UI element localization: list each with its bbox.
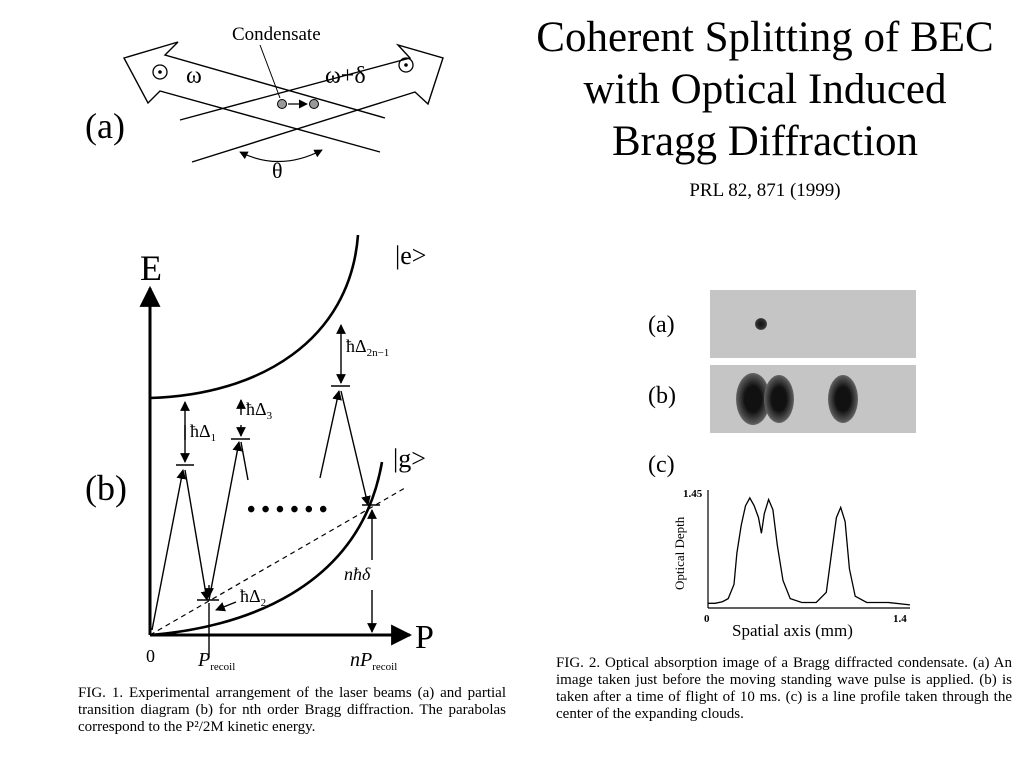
absorption-image-a xyxy=(710,290,916,358)
xtick-right: 1.4 xyxy=(893,613,907,625)
slide-title: Coherent Splitting of BEC with Optical I… xyxy=(505,12,1024,168)
ytick-top: 1.45 xyxy=(683,488,703,500)
fig2-label-c: (c) xyxy=(648,452,675,478)
cloud-2 xyxy=(764,375,794,423)
fig2-caption: FIG. 2. Optical absorption image of a Br… xyxy=(556,655,1012,722)
xlabel: Spatial axis (mm) xyxy=(732,621,853,640)
ylabel: Optical Depth xyxy=(672,516,687,590)
cloud-3 xyxy=(828,375,858,423)
reference-citation: PRL 82, 871 (1999) xyxy=(689,180,841,201)
title-line-3: Bragg Diffraction xyxy=(611,118,919,165)
title-line-1: Coherent Splitting of BEC xyxy=(536,14,994,61)
profile-series-line xyxy=(708,496,911,606)
fig2-label-a: (a) xyxy=(648,312,675,338)
fig2-label-b: (b) xyxy=(648,383,676,409)
fig1-caption: FIG. 1. Experimental arrangement of the … xyxy=(78,685,506,735)
condensate-spot xyxy=(755,318,767,330)
absorption-image-b xyxy=(710,365,916,433)
title-line-2: with Optical Induced xyxy=(583,66,947,113)
xtick-left: 0 xyxy=(704,613,710,625)
